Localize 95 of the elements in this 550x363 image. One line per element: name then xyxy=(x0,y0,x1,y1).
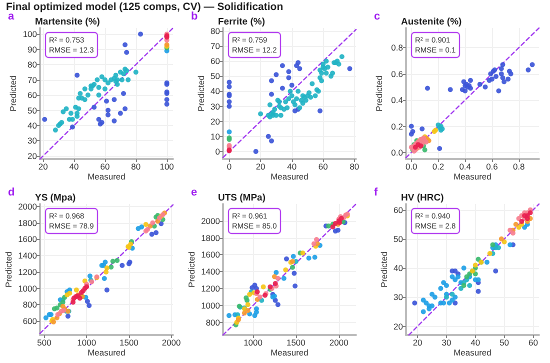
x-tick-label: 30 xyxy=(442,338,452,348)
y-tick-label: 20 xyxy=(210,116,220,126)
x-tick-label: 0.4 xyxy=(459,162,472,172)
text: Final optimized model (125 comps, CV) — Solidification xyxy=(6,1,284,13)
chart-title: UTS (MPa) xyxy=(218,192,266,204)
x-tick-label: 1000 xyxy=(77,338,96,348)
chart-title: HV (HRC) xyxy=(401,192,444,204)
x-tick-label: 1500 xyxy=(119,338,139,348)
y-tick-label: 50 xyxy=(210,71,220,82)
y-axis-title: Predicted xyxy=(186,251,196,288)
text: e xyxy=(191,186,198,198)
x-tick-label: 20 xyxy=(256,162,266,172)
text: f xyxy=(374,186,378,198)
y-tick-label: 1800 xyxy=(201,232,220,243)
x-tick-label: 0.6 xyxy=(486,162,498,172)
x-tick-label: 60 xyxy=(528,338,538,348)
x-axis-title: Measured xyxy=(270,172,309,182)
y-tick-label: 1000 xyxy=(201,300,220,310)
y-tick-label: 100 xyxy=(22,29,38,40)
y-tick-label: 1600 xyxy=(18,234,38,244)
y-tick-label: 20 xyxy=(394,321,404,332)
y-tick-label: 80 xyxy=(28,60,38,70)
y-tick-label: 800 xyxy=(206,317,220,328)
y-tick-label: 20 xyxy=(28,150,38,161)
x-tick-label: 0.2 xyxy=(432,162,444,172)
x-axis-title: Measured xyxy=(454,348,492,358)
y-tick-label: 50 xyxy=(28,105,38,116)
y-tick-label: 1600 xyxy=(201,250,220,260)
text: b xyxy=(191,10,198,22)
x-tick-label: 0.0 xyxy=(405,162,418,172)
y-tick-label: 0 xyxy=(215,146,220,156)
y-tick-label: 30 xyxy=(394,292,404,302)
y-tick-label: 1000 xyxy=(18,283,38,294)
y-tick-label: 2000 xyxy=(201,216,220,226)
x-tick-label: 20 xyxy=(38,162,48,172)
y-tick-label: 70 xyxy=(210,41,220,52)
x-tick-label: 2000 xyxy=(162,338,182,348)
y-tick-label: 90 xyxy=(28,44,38,54)
y-tick-label: 70 xyxy=(28,74,38,85)
text: c xyxy=(374,10,380,22)
x-tick-label: 1500 xyxy=(286,338,306,348)
text: d xyxy=(8,186,15,198)
chart-title: Martensite (%) xyxy=(35,16,100,28)
y-tick-label: 2000 xyxy=(18,201,38,212)
x-axis-title: Measured xyxy=(88,172,126,182)
chart-title: Austenite (%) xyxy=(401,16,462,28)
y-axis-title: Predicted xyxy=(3,251,14,288)
y-tick-label: 1400 xyxy=(18,250,38,261)
y-tick-label: 0.8 xyxy=(391,42,404,53)
y-axis-title: Predicted xyxy=(8,75,18,112)
y-tick-label: 1800 xyxy=(18,218,38,228)
x-tick-label: 20 xyxy=(412,338,423,348)
y-tick-label: 30 xyxy=(210,101,220,112)
y-tick-label: 0.4 xyxy=(391,95,404,106)
x-tick-label: 0 xyxy=(226,162,232,172)
x-tick-label: 80 xyxy=(350,162,360,172)
y-tick-label: 80 xyxy=(210,26,220,36)
y-tick-label: 1400 xyxy=(201,266,220,277)
x-axis-title: Measured xyxy=(88,348,126,358)
y-tick-label: 60 xyxy=(210,56,220,66)
y-tick-label: 60 xyxy=(28,90,38,100)
x-tick-label: 50 xyxy=(500,338,510,348)
y-axis-title: Predicted xyxy=(378,251,389,288)
y-tick-label: 40 xyxy=(28,120,38,130)
chart-title: YS (Mpa) xyxy=(35,192,76,204)
y-tick-label: 0.2 xyxy=(391,121,404,132)
x-axis-title: Measured xyxy=(454,172,492,182)
y-tick-label: 1200 xyxy=(201,284,220,294)
y-tick-label: 30 xyxy=(28,136,38,146)
x-tick-label: 80 xyxy=(131,162,141,172)
y-axis-title: Predicted xyxy=(196,75,206,112)
x-tick-label: 60 xyxy=(100,162,110,172)
y-tick-label: 60 xyxy=(394,204,404,215)
chart-title: Ferrite (%) xyxy=(218,16,265,28)
y-tick-label: 600 xyxy=(22,316,38,326)
x-axis-title: Measured xyxy=(270,348,309,358)
x-tick-label: 40 xyxy=(470,338,480,348)
x-tick-label: 40 xyxy=(69,162,80,172)
y-tick-label: 1200 xyxy=(18,266,38,277)
x-tick-label: 2000 xyxy=(329,338,349,348)
x-tick-label: 500 xyxy=(37,338,52,348)
y-tick-label: 0.0 xyxy=(391,147,404,158)
x-tick-label: 60 xyxy=(318,162,328,172)
x-tick-label: 1000 xyxy=(244,338,263,348)
x-tick-label: 100 xyxy=(160,162,174,172)
x-tick-label: 40 xyxy=(287,162,297,172)
y-tick-label: 50 xyxy=(394,234,404,244)
y-axis-title: Predicted xyxy=(374,75,384,112)
y-tick-label: 40 xyxy=(210,86,220,96)
x-tick-label: 0.8 xyxy=(512,162,526,172)
y-tick-label: 0.6 xyxy=(391,68,404,79)
y-tick-label: 800 xyxy=(22,300,38,310)
text: a xyxy=(8,10,15,22)
y-tick-label: 40 xyxy=(394,263,404,274)
y-tick-label: 10 xyxy=(210,131,220,142)
